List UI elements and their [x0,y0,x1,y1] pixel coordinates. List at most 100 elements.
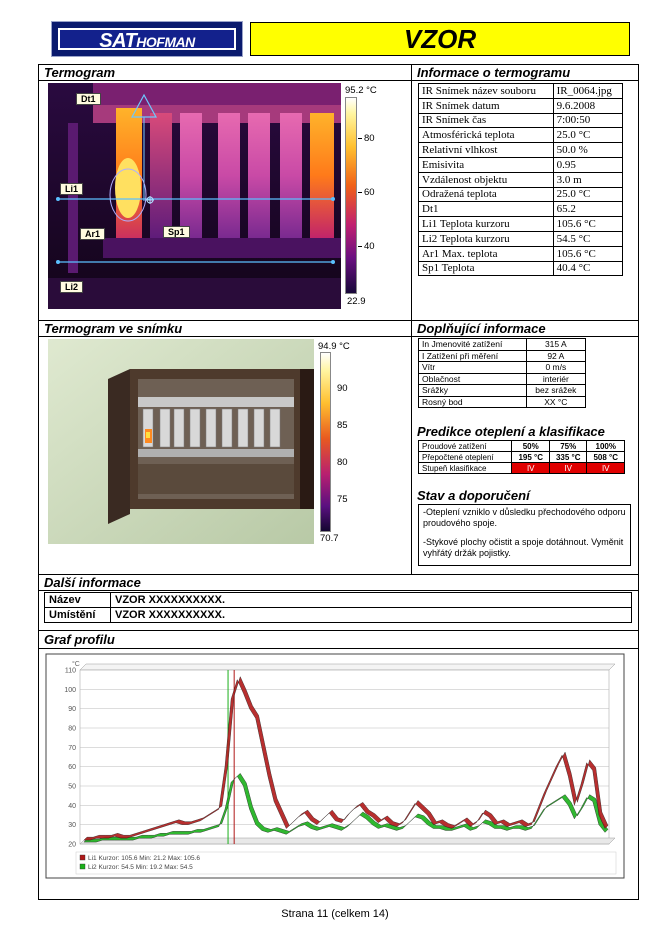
page-number: Strana 11 (celkem 14) [281,908,389,920]
dalsi-table: Název VZOR XXXXXXXXXX. Umístění VZOR XXX… [44,592,632,623]
prediction-cell: 50% [511,440,550,452]
divider [38,630,639,631]
dalsi-label: Název [44,592,111,608]
prediction-cell: 75% [548,440,588,452]
dalsi-label: Umístění [44,607,111,623]
info-value: IR_0064.jpg [552,83,624,99]
termogram-tick: 60 [364,187,375,198]
chart-tick-label: 40 [68,803,76,810]
photo-tick: 85 [337,420,348,431]
chart-top-face [79,663,616,671]
chart-unit-label: °C [72,660,80,668]
logo-text-main: SAT [99,30,137,52]
divider [38,574,639,575]
termogram-tick: 40 [364,241,375,252]
info-value: 0.95 [552,156,624,173]
supplementary-title: Doplňující informace [417,321,546,336]
info-label: Sp1 Teplota [418,260,554,277]
supp-label: Vítr [418,361,527,374]
termogram-title: Termogram [44,65,116,80]
prediction-cell: Proudové zatížení [417,440,513,452]
info-label: Odražená teplota [418,186,554,203]
supp-label: Srážky [418,384,527,397]
supp-label: In Jmenovité zatížení [418,338,527,351]
recommendation-text: -Oteplení vzniklo v důsledku přechodovéh… [423,507,626,528]
info-value: 105.6 °C [552,245,624,262]
tick-mark [358,192,362,193]
chart-tick-label: 50 [68,784,76,791]
info-label: Li2 Teplota kurzoru [418,230,554,247]
info-label: IR Snímek čas [418,112,554,129]
supp-value: 92 A [525,349,587,362]
prediction-row: Stupeň klasifikace IV IV IV [417,462,625,474]
termogram-scale-max: 95.2 °C [345,85,377,96]
tick-mark [358,246,362,247]
report-frame [38,64,639,900]
dalsi-value: VZOR XXXXXXXXXX. [110,592,632,608]
photo-scale-max: 94.9 °C [318,341,350,352]
prediction-cell: 100% [586,440,625,452]
info-value: 50.0 % [552,142,624,158]
chart-tick-label: 30 [68,822,76,829]
photo-color-scale [320,352,331,532]
info-value: 3.0 m [552,171,624,188]
info-value: 54.5 °C [552,230,624,247]
photo-tick: 80 [337,457,348,468]
prediction-row: Přepočtené oteplení 195 °C 335 °C 508 °C [417,451,625,463]
info-row: Relativní vlhkost 50.0 % [418,142,624,158]
prediction-cell: 335 °C [548,451,588,463]
photo-image [48,339,314,544]
chart-tick-label: 80 [68,726,76,733]
marker-dt1: Dt1 [76,93,101,105]
info-label: Relativní vlhkost [418,142,554,158]
dalsi-value: VZOR XXXXXXXXXX. [110,607,632,623]
prediction-cell: 195 °C [511,451,550,463]
chart-legend [75,851,617,875]
supp-label: I Zatížení při měření [418,349,527,362]
chart-tick-label: 20 [68,842,76,849]
info-label: Dt1 [418,201,554,218]
marker-li1: Li1 [60,183,84,195]
info-label: Ar1 Max. teplota [418,245,554,262]
prediction-cell: 508 °C [586,451,625,463]
chart-floor [79,837,616,845]
recommendation-title: Stav a doporučení [417,488,530,503]
info-table: IR Snímek název souboru IR_0064.jpg IR Sní… [418,83,624,277]
classification-badge: IV [511,462,550,474]
dalsi-title: Další informace [44,575,141,590]
info-row: Ar1 Max. teplota 105.6 °C [418,245,624,262]
divider [38,320,639,321]
info-row: Emisivita 0.95 [418,156,624,173]
marker-sp1: Sp1 [163,226,190,238]
thermal-image [48,83,341,309]
info-title: Informace o termogramu [417,65,571,80]
prediction-title: Predikce oteplení a klasifikace [417,424,605,439]
supp-row: Vítr 0 m/s [418,361,587,374]
chart-plot-area [79,669,610,845]
photo-scale-min: 70.7 [320,533,339,544]
supp-row: Rosný bod XX °C [418,395,587,408]
supp-value: 315 A [525,338,587,351]
supp-value: interiér [525,372,587,385]
info-row: Vzdálenost objektu 3.0 m [418,171,624,188]
termogram-scale-min: 22.9 [347,296,366,307]
classification-badge: IV [586,462,625,474]
chart-tick-label: 110 [65,668,76,675]
prediction-cell: Přepočtené oteplení [417,451,513,463]
prediction-table: Proudové zatížení 50% 75% 100% Přepočten… [417,440,625,474]
marker-ar1: Ar1 [80,228,106,240]
info-label: IR Snímek datum [418,97,554,114]
dalsi-row: Název VZOR XXXXXXXXXX. [44,592,632,608]
photo-tick: 75 [337,494,348,505]
supp-row: I Zatížení při měření 92 A [418,349,587,362]
supp-label: Rosný bod [418,395,527,408]
info-value: 9.6.2008 [552,97,624,114]
info-value: 7:00:50 [552,112,624,129]
dalsi-row: Umístění VZOR XXXXXXXXXX. [44,607,632,623]
chart-tick-label: 90 [68,706,76,713]
logo-text-sub: HOFMAN [136,34,195,50]
divider [38,590,639,591]
info-label: IR Snímek název souboru [418,83,554,99]
supp-row: Srážky bez srážek [418,384,587,397]
